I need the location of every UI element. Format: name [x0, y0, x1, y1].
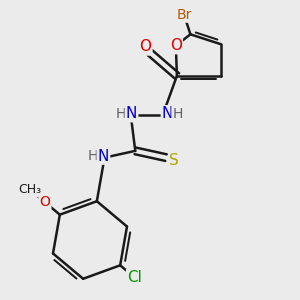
- Text: Br: Br: [176, 8, 192, 22]
- Text: S: S: [169, 153, 179, 168]
- Text: Cl: Cl: [127, 270, 142, 285]
- Text: H: H: [88, 149, 98, 163]
- Text: N: N: [98, 148, 109, 164]
- Text: H: H: [116, 107, 126, 121]
- Text: O: O: [170, 38, 182, 53]
- Text: O: O: [40, 195, 50, 209]
- Text: N: N: [162, 106, 173, 121]
- Text: CH₃: CH₃: [18, 183, 41, 196]
- Text: O: O: [140, 40, 152, 55]
- Text: N: N: [126, 106, 137, 121]
- Text: H: H: [172, 107, 183, 121]
